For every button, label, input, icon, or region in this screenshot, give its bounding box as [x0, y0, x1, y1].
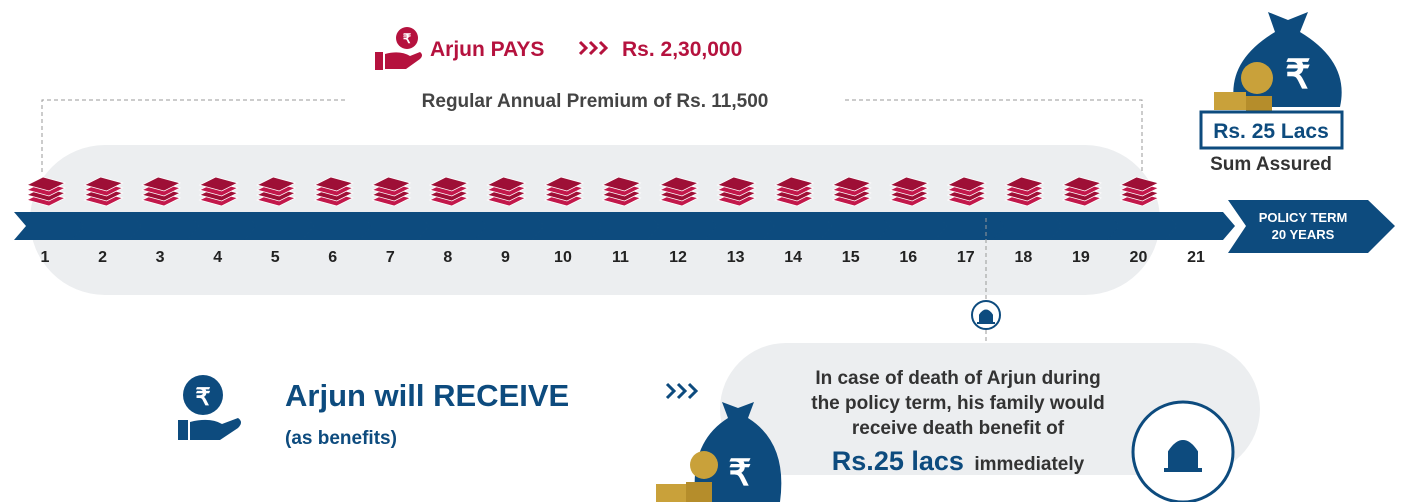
year-label: 11: [612, 249, 629, 266]
premium-note: Regular Annual Premium of Rs. 11,500: [422, 91, 769, 112]
pays-icon: ₹: [375, 27, 422, 70]
year-label: 5: [271, 249, 280, 266]
year-label: 7: [386, 249, 395, 266]
pays-label: Arjun PAYS: [430, 38, 544, 61]
year-label: 9: [501, 249, 510, 266]
year-label: 16: [899, 249, 917, 266]
receive-subtitle: (as benefits): [285, 428, 397, 449]
year-label: 18: [1014, 249, 1032, 266]
year-label: 2: [98, 249, 107, 266]
death-benefit-suffix: immediately: [974, 454, 1084, 475]
currency-symbol: ₹: [1285, 53, 1310, 97]
year-label: 6: [328, 249, 337, 266]
year-label: 14: [784, 249, 802, 266]
death-benefit-line: the policy term, his family would: [811, 393, 1105, 414]
receive-arrows: [667, 384, 696, 398]
year-label: 1: [41, 249, 50, 266]
year-label: 21: [1187, 249, 1205, 266]
death-benefit-line: In case of death of Arjun during: [815, 368, 1100, 389]
currency-symbol: ₹: [195, 384, 210, 411]
policy-term-line1: POLICY TERM: [1259, 210, 1348, 225]
death-benefit-amount: Rs.25 lacs: [832, 446, 964, 476]
death-benefit-text: In case of death of Arjun during the poli…: [811, 368, 1105, 439]
sum-assured-label: Sum Assured: [1210, 154, 1332, 175]
infographic: Regular Annual Premium of Rs. 11,500 ₹ A…: [0, 0, 1407, 502]
year-label: 19: [1072, 249, 1090, 266]
pays-amount: Rs. 2,30,000: [622, 38, 742, 61]
money-bag: ₹: [1214, 12, 1342, 112]
policy-term-line2: 20 YEARS: [1272, 227, 1335, 242]
year-label: 10: [554, 249, 572, 266]
currency-symbol: ₹: [403, 31, 412, 46]
year-label: 13: [727, 249, 745, 266]
pays-arrows: [580, 42, 606, 54]
year-label: 12: [669, 249, 687, 266]
year-label: 15: [842, 249, 860, 266]
year-label: 8: [443, 249, 452, 266]
death-benefit-line: receive death benefit of: [852, 418, 1065, 439]
year-label: 17: [957, 249, 975, 266]
currency-symbol: ₹: [729, 452, 752, 493]
year-label: 20: [1130, 249, 1148, 266]
receive-title: Arjun will RECEIVE: [285, 378, 569, 413]
timeline-chevron: [14, 212, 84, 240]
receive-icon: ₹: [178, 375, 241, 440]
sum-assured-amount: Rs. 25 Lacs: [1213, 120, 1329, 143]
year-label: 3: [156, 249, 165, 266]
year-label: 4: [213, 249, 222, 266]
